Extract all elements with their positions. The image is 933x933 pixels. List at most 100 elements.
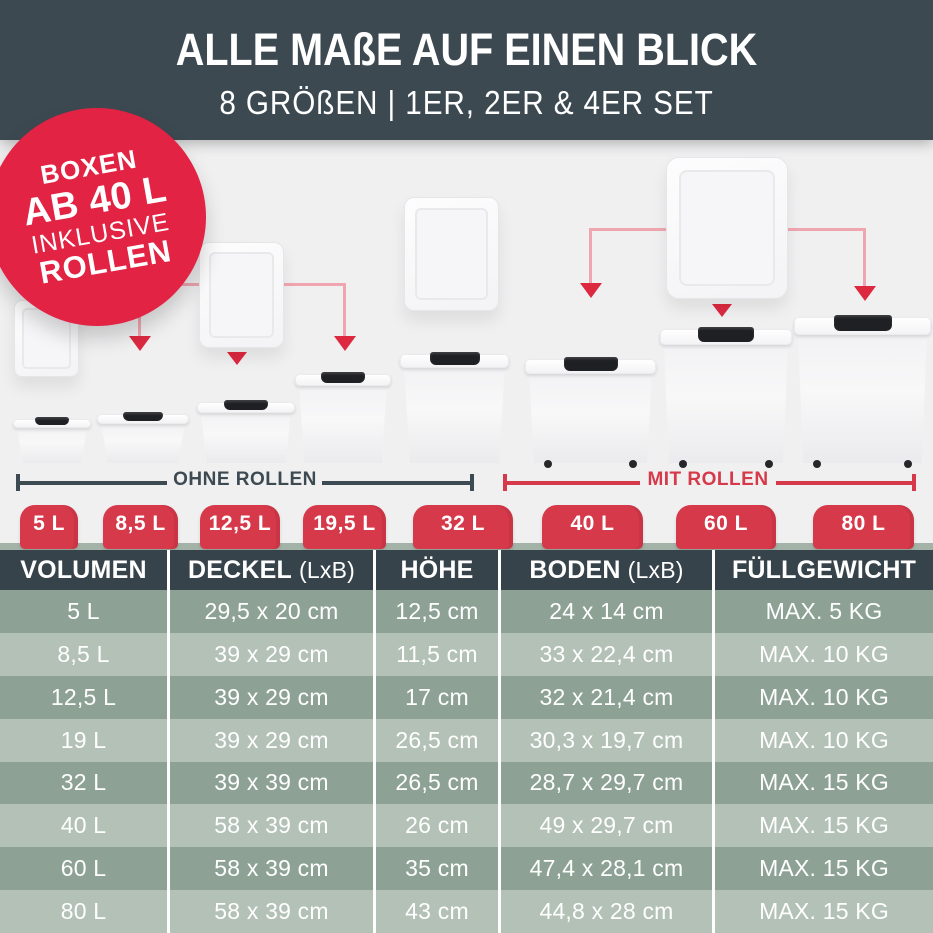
box-handle [698, 327, 754, 342]
box-handle [833, 315, 892, 331]
table-cell: 40 L [60, 812, 107, 839]
table-row: 8,5 L 39 x 29 cm 11,5 cm 33 x 22,4 cm MA… [0, 632, 933, 676]
table-row: 12,5 L 39 x 29 cm 17 cm 32 x 21,4 cm MAX… [0, 675, 933, 719]
lid-inner-panel [415, 208, 488, 300]
storage-box-19-5l [295, 372, 391, 465]
table-cell: 80 L [60, 898, 107, 925]
box-handle [123, 412, 163, 421]
table-cell: 60 L [60, 855, 107, 882]
table-cell: 29,5 x 20 cm [167, 590, 373, 633]
column-header-volumen: VOLUMEN [0, 550, 167, 590]
storage-box-8-5l [97, 412, 189, 465]
box-handle [563, 357, 618, 371]
table-cell: 26 cm [373, 804, 498, 848]
measure-line [322, 481, 470, 485]
table-cell: 39 x 29 cm [167, 718, 373, 762]
size-badge-80l: 80 L [813, 505, 914, 549]
table-cell: 58 x 39 cm [167, 890, 373, 933]
storage-box-80l [794, 315, 931, 468]
size-badge-19-5l: 19,5 L [303, 505, 386, 549]
table-row: 32 L 39 x 39 cm 26,5 cm 28,7 x 29,7 cm M… [0, 761, 933, 805]
lid-large-icon [404, 197, 499, 311]
table-row: 5 L 29,5 x 20 cm 12,5 cm 24 x 14 cm MAX.… [0, 590, 933, 633]
table-cell: MAX. 10 KG [712, 718, 933, 762]
arrow-down-icon [854, 286, 876, 301]
size-badge-60l: 60 L [676, 505, 776, 549]
arrow-down-icon [580, 283, 602, 298]
column-header-deckel: DECKEL (LxB) [167, 550, 373, 590]
lid-inner-panel [209, 252, 274, 338]
header-label: VOLUMEN [20, 555, 147, 584]
box-handle [224, 400, 268, 410]
table-cell: 47,4 x 28,1 cm [498, 847, 712, 891]
box-body [299, 384, 387, 463]
table-cell: 49 x 29,7 cm [498, 804, 712, 848]
table-cell: MAX. 15 KG [712, 847, 933, 891]
table-cell: 32 L [60, 769, 107, 796]
dimensions-table: VOLUMEN DECKEL (LxB) HÖHE BODEN (LxB) FÜLL… [0, 543, 933, 933]
wheel-icon [679, 460, 687, 468]
wheel-icon [765, 460, 773, 468]
table-cell: 26,5 cm [373, 761, 498, 805]
table-cell: 12,5 cm [373, 590, 498, 633]
table-cell: MAX. 10 KG [712, 632, 933, 676]
lid-medium-icon [199, 242, 284, 348]
box-body [201, 411, 291, 463]
storage-box-40l [525, 357, 656, 468]
measure-tick [912, 474, 916, 491]
measure-tick [16, 474, 20, 491]
table-cell: 5 L [67, 597, 100, 624]
group-label-mit-rollen: MIT ROLLEN [647, 469, 769, 490]
table-cell: 8,5 L [57, 640, 110, 667]
storage-box-60l [660, 327, 792, 468]
box-body [101, 422, 185, 463]
table-cell: 33 x 22,4 cm [498, 632, 712, 676]
table-cell: 44,8 x 28 cm [498, 890, 712, 933]
table-cell: 39 x 29 cm [167, 632, 373, 676]
table-cell: 39 x 29 cm [167, 675, 373, 719]
table-cell: 39 x 39 cm [167, 761, 373, 805]
table-cell: 32 x 21,4 cm [498, 675, 712, 719]
wheel-icon [813, 460, 821, 468]
page-subtitle: 8 GRÖßEN | 1ER, 2ER & 4ER SET [219, 84, 714, 121]
wheel-icon [904, 460, 912, 468]
table-cell: MAX. 10 KG [712, 675, 933, 719]
group-label-ohne-rollen: OHNE ROLLEN [173, 469, 317, 490]
header-label: FÜLLGEWICHT [731, 555, 917, 584]
table-row: 40 L 58 x 39 cm 26 cm 49 x 29,7 cm MAX. … [0, 804, 933, 848]
table-cell: 58 x 39 cm [167, 847, 373, 891]
table-cell: 35 cm [373, 847, 498, 891]
table-cell: MAX. 15 KG [712, 804, 933, 848]
header-label: DECKEL [188, 555, 293, 584]
arrow-down-icon [334, 336, 356, 351]
storage-box-32l [400, 352, 509, 465]
arrow-down-icon [712, 304, 732, 317]
connector-drop-right-1 [589, 228, 592, 283]
box-body [798, 333, 927, 463]
table-cell: MAX. 15 KG [712, 761, 933, 805]
box-body [404, 366, 505, 463]
table-row: 60 L 58 x 39 cm 35 cm 47,4 x 28,1 cm MAX… [0, 847, 933, 891]
box-handle [321, 372, 365, 383]
size-badge-5l: 5 L [20, 505, 78, 549]
box-handle [35, 417, 69, 425]
header-label: BODEN [529, 555, 621, 584]
lid-inner-panel [679, 170, 775, 286]
wheel-icon [544, 460, 552, 468]
table-cell: 58 x 39 cm [167, 804, 373, 848]
measure-line [20, 481, 167, 485]
size-badge-40l: 40 L [542, 505, 643, 549]
measure-tick [470, 474, 474, 491]
wheel-icon [629, 460, 637, 468]
box-body [17, 426, 87, 463]
header-banner: ALLE MAßE AUF EINEN BLICK 8 GRÖßEN | 1ER… [0, 0, 933, 140]
table-row: 80 L 58 x 39 cm 43 cm 44,8 x 28 cm MAX. … [0, 890, 933, 933]
table-cell: 17 cm [373, 675, 498, 719]
page-title: ALLE MAßE AUF EINEN BLICK [175, 24, 758, 75]
storage-box-12-5l [197, 400, 295, 465]
arrow-down-icon [227, 352, 247, 365]
box-handle [429, 352, 480, 365]
roundel-text: BOXEN AB 40 L INKLUSIVE ROLLEN [15, 142, 180, 292]
table-cell: 19 L [60, 726, 107, 753]
connector-drop-left-2 [343, 283, 346, 336]
